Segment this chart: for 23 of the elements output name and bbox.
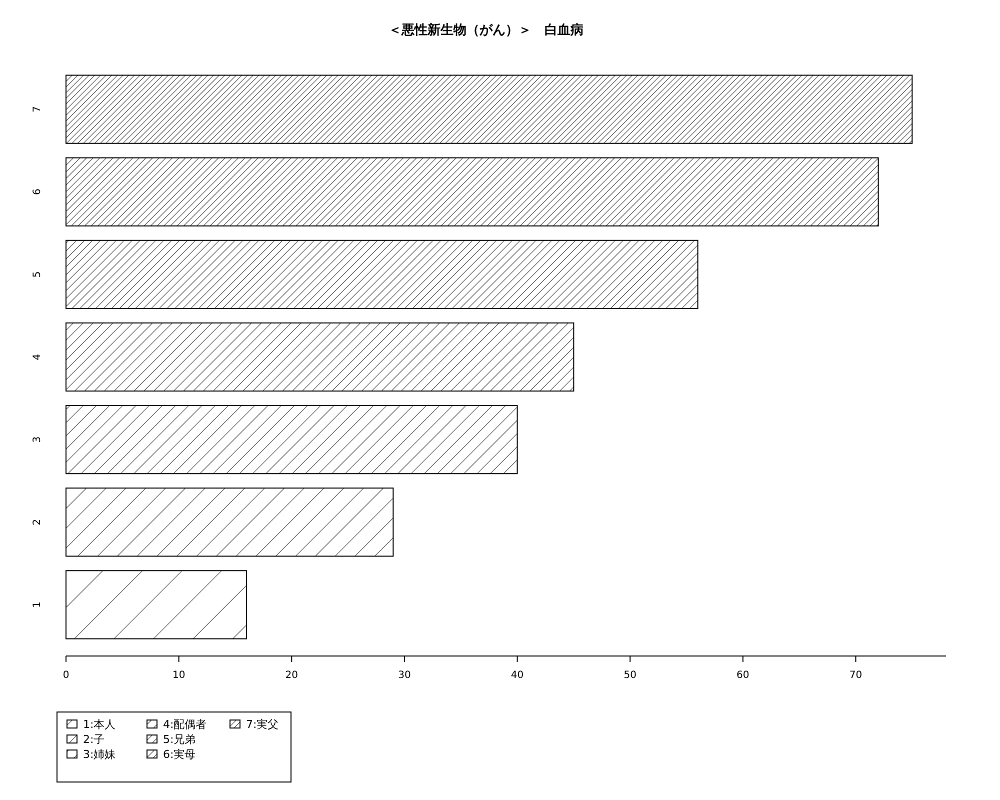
- y-tick-label: 6: [32, 188, 43, 196]
- x-tick-label: 20: [285, 670, 298, 681]
- y-tick-label: 3: [32, 436, 43, 443]
- chart-title: ＜悪性新生物（がん）＞ 白血病: [388, 22, 584, 38]
- y-tick-label: 7: [32, 106, 43, 112]
- x-tick-label: 50: [624, 670, 636, 681]
- y-tick-label: 4: [32, 354, 43, 360]
- legend-label: 2:子: [83, 733, 105, 746]
- x-tick-label: 40: [510, 670, 524, 681]
- legend-label: 3:姉妹: [83, 748, 116, 761]
- legend-label: 6:実母: [163, 748, 196, 761]
- y-tick-label: 2: [32, 518, 43, 526]
- x-tick-label: 70: [849, 670, 862, 681]
- legend-label: 1:本人: [83, 718, 116, 731]
- x-tick-label: 30: [398, 670, 411, 681]
- x-tick-label: 0: [62, 670, 70, 681]
- y-tick-label: 5: [32, 271, 43, 278]
- legend-label: 7:実父: [246, 718, 279, 731]
- legend-label: 5:兄弟: [163, 733, 196, 746]
- x-tick-label: 60: [736, 670, 750, 681]
- y-tick-label: 1: [32, 602, 43, 608]
- legend-label: 4:配偶者: [163, 718, 207, 731]
- x-tick-label: 10: [172, 670, 186, 681]
